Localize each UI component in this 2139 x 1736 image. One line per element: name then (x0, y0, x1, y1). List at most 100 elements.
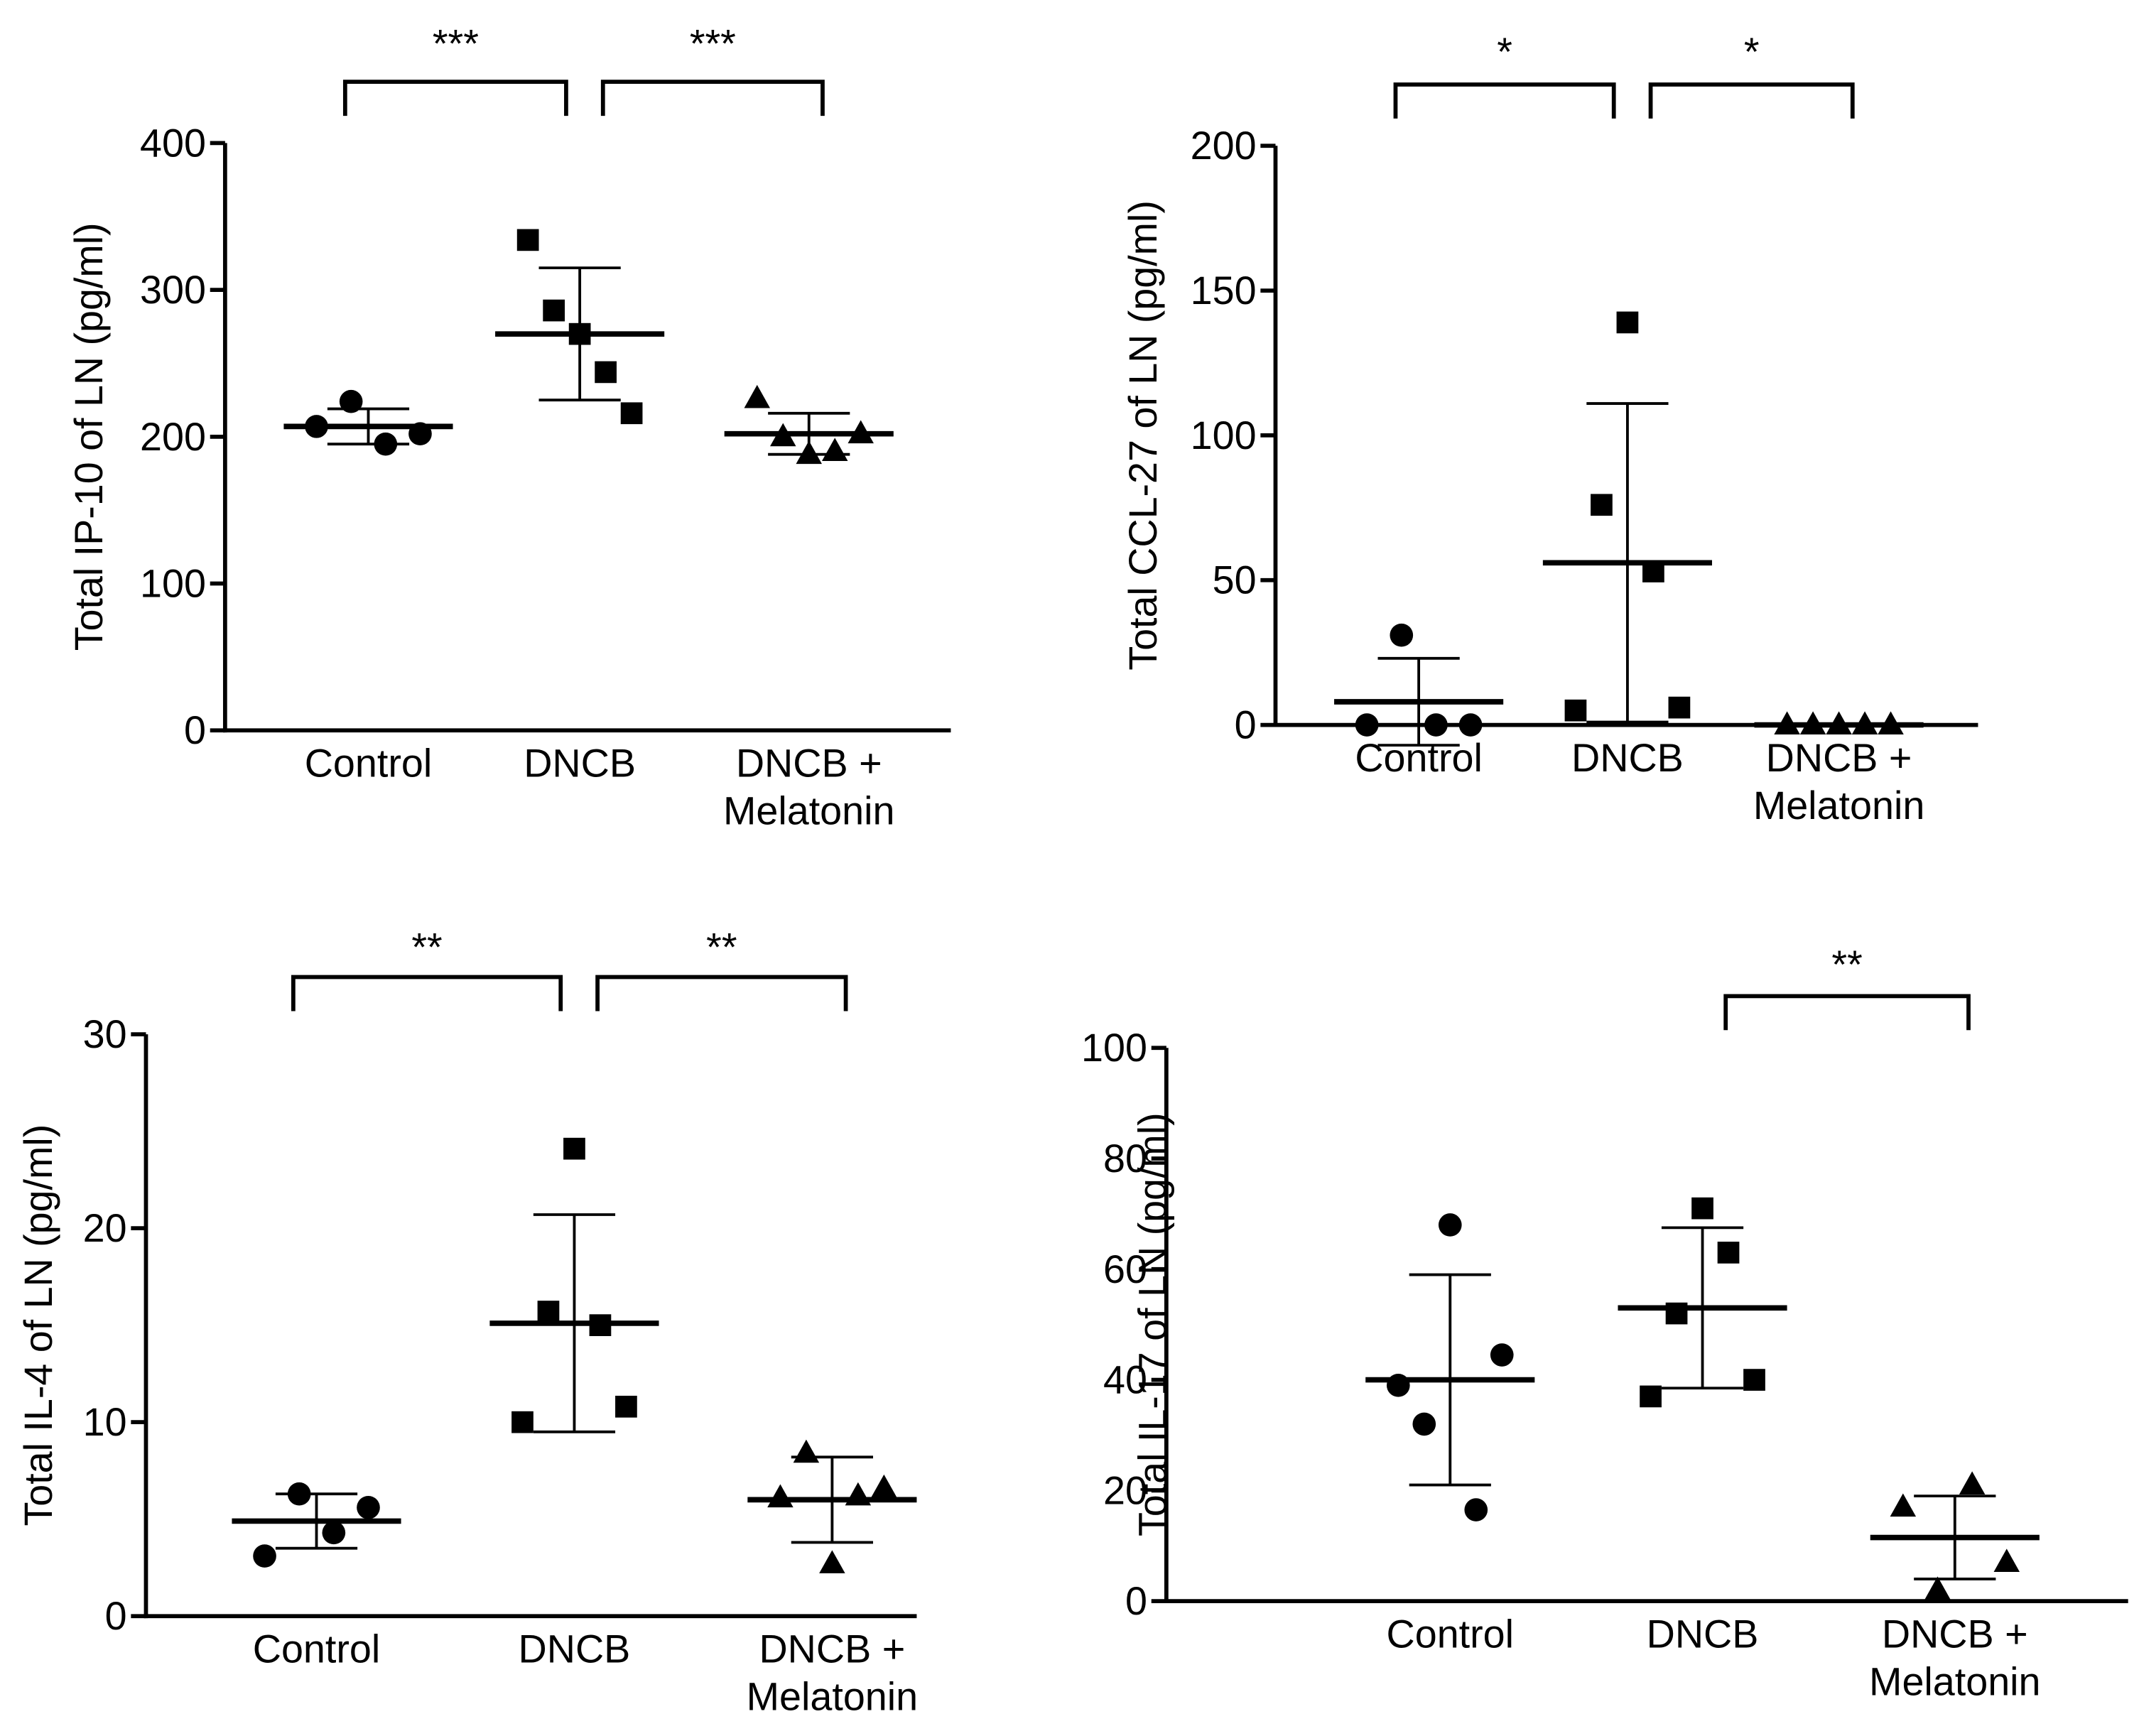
x-tick-label: DNCB + Melatonin (1869, 1613, 2041, 1705)
data-point (1355, 713, 1379, 737)
y-tick-label: 20 (83, 1206, 127, 1250)
data-point (1878, 711, 1904, 735)
data-point (1665, 1302, 1688, 1325)
data-point (1564, 699, 1587, 722)
y-axis-label: Total CCL-27 of LN (pg/ml) (1121, 200, 1165, 671)
y-tick-label: 10 (83, 1400, 127, 1444)
y-tick-label: 100 (140, 562, 206, 606)
y-tick-label: 0 (105, 1594, 127, 1638)
significance-label: * (1744, 30, 1760, 74)
data-point (1642, 560, 1664, 582)
data-point (1717, 1242, 1740, 1264)
significance-label: ** (706, 925, 737, 969)
y-tick-label: 300 (140, 268, 206, 312)
data-point (1438, 1213, 1462, 1237)
data-point (615, 1395, 637, 1418)
data-point (1386, 1374, 1410, 1397)
data-point (1640, 1385, 1662, 1408)
data-point (563, 1137, 585, 1160)
data-point (537, 1301, 560, 1323)
y-tick-label: 0 (184, 708, 206, 752)
data-point (1799, 711, 1826, 735)
data-point (1390, 623, 1414, 647)
significance-label: *** (690, 21, 736, 65)
data-point (1993, 1548, 2020, 1573)
data-point (339, 389, 363, 413)
data-point (1826, 711, 1852, 735)
data-point (1774, 711, 1800, 735)
x-tick-label: Control (1355, 737, 1483, 781)
y-tick-label: 60 (1103, 1247, 1147, 1291)
x-tick-label: DNCB (1646, 1613, 1759, 1657)
y-tick-label: 100 (1081, 1026, 1147, 1070)
y-tick-label: 40 (1103, 1358, 1147, 1402)
data-point (589, 1314, 612, 1336)
data-point (568, 322, 591, 345)
data-point (1668, 696, 1691, 719)
y-tick-label: 50 (1213, 558, 1257, 602)
data-point (1691, 1197, 1713, 1220)
y-tick-label: 150 (1191, 268, 1257, 313)
data-point (305, 415, 328, 438)
data-point (620, 402, 643, 425)
significance-bracket (595, 975, 848, 1011)
data-point (357, 1496, 380, 1519)
y-tick-label: 200 (140, 415, 206, 459)
significance-bracket (342, 80, 568, 116)
data-point (793, 1439, 820, 1463)
x-tick-label: DNCB (524, 742, 637, 786)
y-tick-label: 30 (83, 1012, 127, 1056)
x-tick-label: Control (1386, 1613, 1515, 1657)
y-tick-label: 200 (1191, 124, 1257, 168)
x-tick-label: Control (304, 742, 433, 786)
significance-bracket (1393, 82, 1616, 119)
data-point (767, 1484, 794, 1508)
data-point (1616, 311, 1639, 334)
y-tick-label: 100 (1191, 413, 1257, 457)
y-tick-label: 20 (1103, 1468, 1147, 1512)
data-point (821, 438, 848, 461)
significance-bracket (1723, 994, 1971, 1031)
data-point (1591, 494, 1613, 516)
significance-bracket (291, 975, 563, 1011)
significance-label: * (1497, 30, 1512, 74)
data-point (253, 1544, 276, 1568)
data-point (819, 1550, 845, 1573)
significance-label: *** (433, 21, 479, 65)
x-tick-label: DNCB (518, 1628, 631, 1672)
data-point (1924, 1576, 1951, 1600)
data-point (871, 1474, 897, 1498)
data-point (374, 432, 398, 456)
x-tick-label: Control (252, 1628, 381, 1672)
data-point (848, 420, 874, 444)
x-tick-label: DNCB + Melatonin (746, 1628, 919, 1720)
data-point (845, 1482, 872, 1506)
data-point (516, 229, 539, 251)
data-point (1490, 1343, 1514, 1367)
y-axis-label: Total IL-4 of LN (pg/ml) (16, 1124, 60, 1526)
y-axis-label: Total IP-10 of LN (pg/ml) (67, 222, 111, 651)
data-point (322, 1521, 346, 1545)
data-point (543, 299, 565, 322)
data-point (1851, 711, 1878, 735)
y-tick-label: 400 (140, 121, 206, 165)
y-tick-label: 0 (1125, 1579, 1147, 1623)
data-point (1743, 1369, 1765, 1391)
data-point (744, 384, 771, 408)
data-point (1458, 713, 1483, 737)
x-tick-label: DNCB + Melatonin (722, 742, 895, 835)
data-point (511, 1411, 534, 1433)
significance-bracket (1648, 82, 1855, 119)
data-point (1959, 1471, 1986, 1494)
data-point (1412, 1412, 1436, 1436)
significance-label: ** (1831, 943, 1862, 987)
data-point (287, 1482, 311, 1506)
data-point (1424, 713, 1448, 737)
y-tick-label: 0 (1235, 703, 1257, 747)
y-tick-label: 80 (1103, 1136, 1147, 1181)
significance-label: ** (411, 925, 442, 969)
data-point (770, 423, 796, 447)
